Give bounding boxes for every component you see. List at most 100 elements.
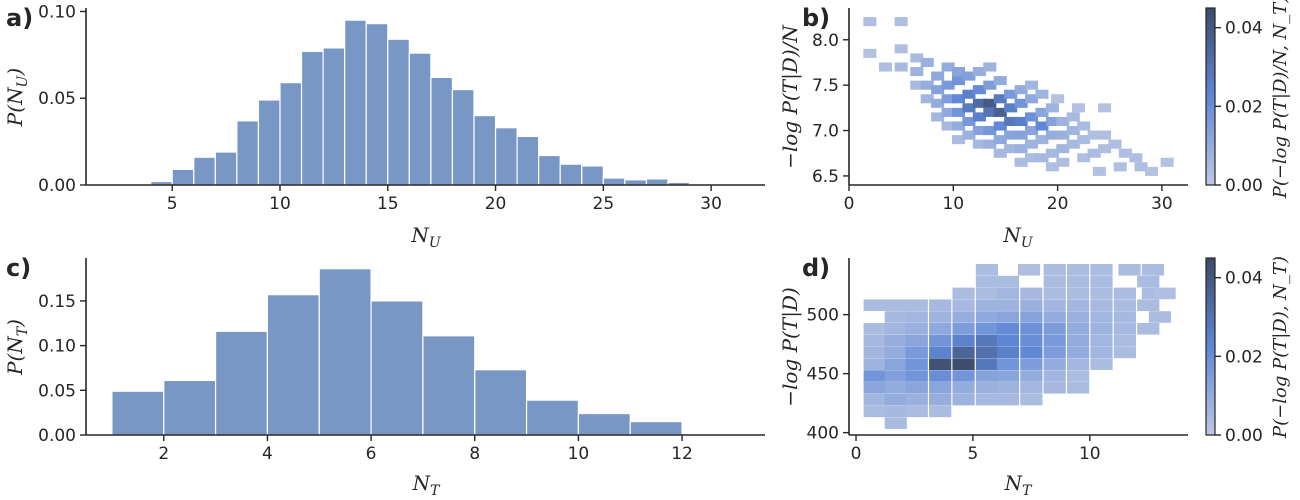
colorbar-segment	[1206, 8, 1215, 12]
heatmap-cell	[1035, 153, 1049, 163]
x-tick-label: 5	[967, 444, 978, 464]
heatmap-cell	[1056, 116, 1070, 126]
heatmap-cell	[941, 121, 955, 131]
colorbar-segment	[1206, 69, 1215, 74]
heatmap-cell	[1077, 153, 1091, 163]
panel-a-label: a)	[6, 4, 33, 32]
histogram-bar	[559, 163, 583, 186]
heatmap-cell	[1090, 346, 1113, 359]
colorbar-segment	[1206, 364, 1215, 368]
colorbar-segment	[1206, 155, 1215, 160]
y-tick-label: 0.10	[38, 2, 76, 22]
colorbar-segment	[1206, 164, 1215, 168]
heatmap-cell	[1020, 358, 1043, 370]
heatmap-cell	[972, 67, 986, 77]
x-tick-label: 2	[158, 444, 169, 464]
colorbar-segment	[1206, 343, 1215, 348]
heatmap-cell	[993, 148, 1007, 158]
colorbar-segment	[1206, 46, 1215, 50]
heatmap-cell	[884, 382, 907, 394]
histogram-bar	[516, 135, 540, 186]
heatmap-cell	[1020, 334, 1043, 347]
colorbar-segment	[1206, 143, 1215, 148]
colorbar-segment	[1206, 272, 1215, 277]
heatmap-cell	[1067, 299, 1090, 311]
colorbar-segment	[1206, 269, 1215, 274]
heatmap-cell	[983, 80, 997, 90]
colorbar-segment	[1206, 405, 1215, 410]
y-tick-label: 0.10	[38, 337, 76, 357]
panel-c-x-label: NT	[412, 471, 442, 499]
heatmap-cell	[929, 311, 952, 323]
colorbar-frame	[1205, 7, 1216, 186]
heatmap-cell	[983, 62, 997, 72]
colorbar-segment	[1206, 149, 1215, 154]
heatmap-cell	[975, 311, 999, 323]
heatmap-cell	[1020, 311, 1043, 323]
panel-d-colorbar: 0.00 0.02 0.04	[1205, 257, 1263, 446]
y-tick-label: 500	[807, 306, 839, 326]
colorbar-segment	[1206, 278, 1215, 283]
colorbar-segment	[1206, 325, 1215, 330]
heatmap-cell	[952, 135, 966, 145]
panel-b-x-label: NU	[1002, 223, 1034, 251]
heatmap-cell	[905, 370, 928, 382]
heatmap-cell	[993, 121, 1007, 131]
panel-b-cells	[863, 17, 1174, 176]
heatmap-cell	[884, 346, 907, 359]
heatmap-cell	[1090, 264, 1113, 276]
heatmap-cell	[1035, 135, 1049, 145]
histogram-bar	[318, 268, 372, 436]
histogram-bar	[257, 99, 281, 186]
heatmap-cell	[1141, 287, 1165, 300]
heatmap-cell	[905, 334, 928, 347]
histogram-bar	[236, 120, 260, 186]
heatmap-cell	[929, 393, 952, 406]
heatmap-cell	[941, 107, 955, 117]
heatmap-cell	[1035, 121, 1049, 131]
colorbar-segment	[1206, 367, 1215, 371]
heatmap-cell	[1090, 299, 1113, 311]
colorbar-segment	[1206, 355, 1215, 359]
panel-b-y-ticks: 6.5 7.0 7.5 8.0	[812, 31, 849, 187]
colorbar-segment	[1206, 72, 1215, 77]
heatmap-cell	[952, 382, 975, 394]
x-tick-label: 10	[269, 194, 291, 214]
heatmap-cell	[1004, 103, 1018, 113]
colorbar-segment	[1206, 322, 1215, 327]
heatmap-cell	[1045, 103, 1059, 113]
colorbar-segment	[1206, 337, 1215, 342]
colorbar-segment	[1206, 49, 1215, 53]
histogram-bar	[214, 151, 238, 186]
heatmap-cell	[863, 405, 886, 418]
heatmap-cell	[1043, 323, 1066, 335]
heatmap-cell	[996, 299, 1020, 311]
colorbar-segment	[1206, 370, 1215, 374]
x-tick-label: 10	[568, 444, 590, 464]
heatmap-cell	[975, 275, 999, 288]
heatmap-cell	[1113, 346, 1136, 359]
heatmap-cell	[1043, 370, 1066, 382]
heatmap-cell	[996, 346, 1020, 359]
colorbar-segment	[1206, 361, 1215, 365]
heatmap-cell	[1067, 358, 1090, 370]
heatmap-cell	[1043, 311, 1066, 323]
heatmap-cell	[1014, 116, 1028, 126]
colorbar-segment	[1206, 102, 1215, 106]
heatmap-cell	[1067, 287, 1090, 300]
colorbar-tick-label: 0.00	[1225, 426, 1263, 446]
heatmap-cell	[1090, 311, 1113, 323]
heatmap-cell	[1137, 323, 1160, 335]
colorbar-tick-label: 0.02	[1225, 97, 1263, 117]
histogram-bar	[473, 114, 497, 186]
heatmap-cell	[1090, 358, 1113, 370]
heatmap-cell	[905, 405, 928, 418]
colorbar-segment	[1206, 423, 1215, 427]
histogram-bar	[430, 76, 454, 186]
colorbar-segment	[1206, 170, 1215, 174]
colorbar-segment	[1206, 311, 1215, 315]
y-tick-label: 8.0	[812, 31, 839, 51]
heatmap-cell	[929, 382, 952, 394]
heatmap-cell	[1144, 166, 1159, 176]
heatmap-cell	[1025, 139, 1039, 149]
